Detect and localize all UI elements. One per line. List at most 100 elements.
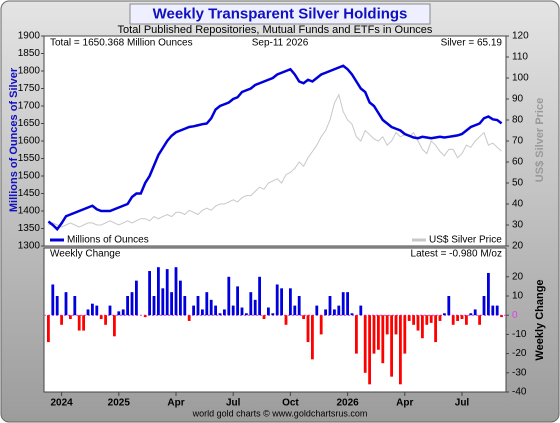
y-tick-label: -40 xyxy=(512,387,527,398)
bar xyxy=(302,315,305,320)
y-tick-label: 1350 xyxy=(18,223,41,234)
y2-tick-label: 90 xyxy=(512,94,524,105)
bar xyxy=(187,315,191,321)
bar xyxy=(192,305,195,316)
bar xyxy=(165,269,169,316)
bar xyxy=(447,296,451,316)
bottom-plot xyxy=(43,247,507,393)
bar xyxy=(289,288,292,316)
bar xyxy=(381,315,385,364)
annotation: Weekly Change xyxy=(50,249,121,260)
bar xyxy=(271,313,275,316)
bar xyxy=(346,292,349,316)
bar xyxy=(306,315,310,343)
bar xyxy=(500,315,503,318)
annotation: Sep-11 2026 xyxy=(252,38,309,49)
bar xyxy=(218,313,222,316)
y-tick-label: 1550 xyxy=(18,153,41,164)
bar xyxy=(223,309,226,316)
bar xyxy=(179,280,182,316)
source: world gold charts © www.goldchartsrus.co… xyxy=(192,408,368,418)
bar xyxy=(355,315,358,354)
y2-tick-label: 80 xyxy=(512,115,524,126)
bar xyxy=(465,315,468,325)
bar xyxy=(91,303,94,316)
x-tick-label: Oct xyxy=(282,398,299,409)
y2-tick-label: 110 xyxy=(512,52,528,63)
bar xyxy=(443,313,446,316)
bar xyxy=(205,292,209,316)
chart-subtitle: Total Published Repositories, Mutual Fun… xyxy=(118,24,433,36)
x-tick-label: Apr xyxy=(396,398,413,409)
bar xyxy=(403,315,407,354)
bar xyxy=(324,309,327,316)
y-tick-label: 10 xyxy=(512,291,524,302)
bar xyxy=(126,296,129,316)
y2-tick-label: 20 xyxy=(512,241,524,252)
bar xyxy=(161,288,165,316)
bar xyxy=(117,311,121,316)
chart-title: Weekly Transparent Silver Holdings xyxy=(153,5,408,22)
line-series xyxy=(47,64,503,232)
bar xyxy=(385,315,389,335)
bar xyxy=(170,292,173,316)
bar xyxy=(491,305,495,316)
bar xyxy=(64,292,68,316)
y2-axis-label: US$ Silver Price xyxy=(534,98,546,182)
bar xyxy=(82,315,85,331)
legend-label: Millions of Ounces xyxy=(67,235,149,246)
y-tick-label: 1300 xyxy=(18,241,41,252)
bar xyxy=(460,315,464,320)
annotation: Silver = 65.19 xyxy=(441,38,503,49)
y-tick-label: -10 xyxy=(512,329,527,340)
bar xyxy=(482,296,486,316)
bar xyxy=(245,313,248,316)
line-series xyxy=(48,93,502,228)
title-box xyxy=(129,3,431,25)
x-tick-label: 2026 xyxy=(336,398,359,409)
y2-tick-label: 30 xyxy=(512,220,524,231)
y-tick-label: 20 xyxy=(512,271,524,282)
y-tick-label: 1850 xyxy=(18,48,41,59)
bar xyxy=(297,296,301,316)
y-axis-label: Millions of Ounces of Silver xyxy=(8,67,20,212)
bar xyxy=(275,284,279,316)
y2-tick-label: 40 xyxy=(512,199,524,210)
bar xyxy=(399,315,402,385)
bar xyxy=(451,315,455,325)
bar xyxy=(135,280,138,316)
bar xyxy=(315,305,319,316)
bar xyxy=(152,296,156,316)
bar xyxy=(51,284,55,316)
bar xyxy=(69,315,72,320)
y-tick-label: 1400 xyxy=(18,206,41,217)
bar xyxy=(337,305,341,316)
bar xyxy=(267,307,270,316)
bar xyxy=(377,315,380,350)
x-tick-label: Jul xyxy=(455,398,470,409)
bar xyxy=(113,315,116,337)
y2-tick-label: 50 xyxy=(512,178,524,189)
bar xyxy=(416,315,420,331)
bar xyxy=(319,315,323,335)
y-tick-label: -30 xyxy=(512,367,527,378)
bar xyxy=(157,267,160,316)
bar xyxy=(99,315,103,320)
y-tick-label: 1900 xyxy=(18,31,41,42)
bar xyxy=(363,315,367,373)
bar xyxy=(77,315,81,331)
bar xyxy=(487,272,490,316)
bar xyxy=(328,296,332,316)
bar xyxy=(121,309,125,316)
bar xyxy=(311,315,314,360)
bar xyxy=(495,305,499,316)
bar xyxy=(95,305,99,316)
top-plot xyxy=(43,35,507,247)
bar xyxy=(390,315,393,377)
y-tick-label: 0 xyxy=(512,310,518,321)
bar xyxy=(478,315,481,325)
y-tick-label: 1450 xyxy=(18,188,41,199)
y-tick-label: 1750 xyxy=(18,83,41,94)
bar xyxy=(368,315,371,385)
bar xyxy=(473,309,477,316)
